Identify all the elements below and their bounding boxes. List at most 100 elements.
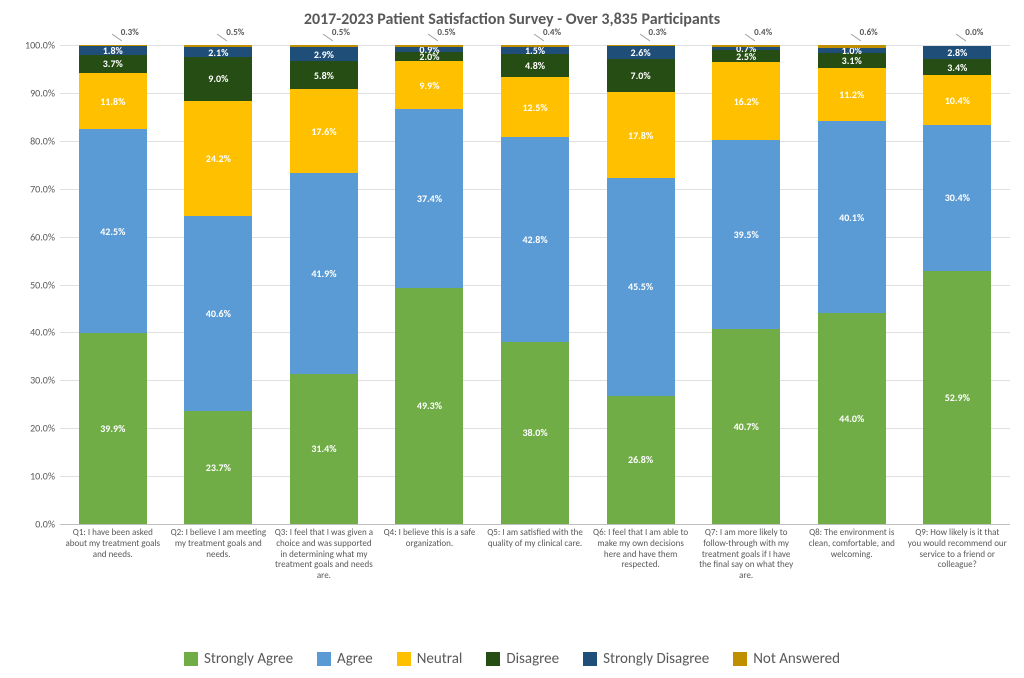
callout-label: 0.5%: [224, 27, 246, 38]
x-tick-label: Q8: The environment is clean, comfortabl…: [799, 528, 905, 582]
bar-slot: 39.9%42.5%11.8%3.7%1.8%0.3%: [60, 45, 166, 524]
bar: 38.0%42.8%12.5%4.8%1.5%: [501, 45, 569, 524]
legend: Strongly Agree Agree Neutral Disagree Strong…: [0, 650, 1024, 668]
legend-swatch: [397, 652, 411, 666]
x-tick-label: Q1: I have been asked about my treatment…: [60, 528, 166, 582]
bar-segment-neutral: 11.2%: [818, 68, 886, 122]
bar: 44.0%40.1%11.2%3.1%1.0%: [818, 45, 886, 524]
segment-value-label: 3.4%: [947, 61, 967, 74]
legend-label: Neutral: [417, 650, 463, 668]
bar-segment-not_answered: [79, 45, 147, 46]
bars-container: 39.9%42.5%11.8%3.7%1.8%0.3%23.7%40.6%24.…: [60, 45, 1010, 524]
segment-value-label: 40.7%: [734, 420, 759, 433]
bar-segment-strongly_agree: 40.7%: [712, 329, 780, 524]
legend-item-disagree: Disagree: [486, 650, 559, 668]
segment-value-label: 52.9%: [945, 391, 970, 404]
segment-value-label: 40.6%: [206, 307, 231, 320]
legend-label: Agree: [337, 650, 373, 668]
segment-value-label: 42.8%: [522, 233, 547, 246]
segment-value-label: 2.8%: [947, 46, 967, 59]
bar: 39.9% 42.5% 11.8% 3.7% 1.8%: [79, 45, 147, 524]
bar-segment-strongly_agree: 44.0%: [818, 313, 886, 524]
bar-segment-neutral: 11.8%: [79, 73, 147, 130]
callout-label: 0.5%: [330, 27, 352, 38]
legend-swatch: [317, 652, 331, 666]
segment-value-label: 49.3%: [417, 399, 442, 412]
y-tick-label: 40.0%: [10, 326, 55, 339]
legend-swatch: [583, 652, 597, 666]
bar-segment-agree: 37.4%: [395, 109, 463, 288]
bar-segment-disagree: 4.8%: [501, 54, 569, 77]
legend-item-not_answered: Not Answered: [733, 650, 840, 668]
callout-label: 0.0%: [963, 27, 985, 38]
bar-slot: 23.7%40.6%24.2%9.0%2.1%0.5%: [166, 45, 272, 524]
segment-value-label: 7.0%: [631, 69, 651, 82]
bar-segment-strongly_agree: 31.4%: [290, 374, 358, 524]
bar: 52.9%30.4%10.4%3.4%2.8%: [923, 45, 991, 524]
bar-slot: 49.3%37.4%9.9%2.0%0.9%0.5%: [377, 45, 483, 524]
x-tick-label: Q6: I feel that I am able to make my own…: [588, 528, 694, 582]
bar-segment-neutral: 12.5%: [501, 77, 569, 137]
bar-slot: 40.7%39.5%16.2%2.5%0.7%0.4%: [693, 45, 799, 524]
plot-area: 0.0%10.0%20.0%30.0%40.0%50.0%60.0%70.0%8…: [60, 45, 1010, 525]
bar-segment-strongly_agree: 39.9%: [79, 333, 147, 524]
x-tick-label: Q9: How likely is it that you would reco…: [905, 528, 1011, 582]
bar-segment-not_answered: [290, 45, 358, 47]
segment-value-label: 17.6%: [311, 125, 336, 138]
legend-swatch: [733, 652, 747, 666]
legend-label: Strongly Disagree: [603, 650, 709, 668]
segment-value-label: 39.5%: [734, 228, 759, 241]
segment-value-label: 42.5%: [100, 225, 125, 238]
bar-segment-not_answered: [818, 45, 886, 48]
chart-title: 2017-2023 Patient Satisfaction Survey - …: [0, 0, 1024, 29]
bar-segment-neutral: 16.2%: [712, 62, 780, 140]
bar-slot: 38.0%42.8%12.5%4.8%1.5%0.4%: [482, 45, 588, 524]
bar-segment-neutral: 24.2%: [184, 101, 252, 217]
segment-value-label: 11.2%: [839, 88, 864, 101]
segment-value-label: 3.7%: [103, 57, 123, 70]
bar-segment-neutral: 10.4%: [923, 75, 991, 125]
bar-slot: 26.8%45.5%17.8%7.0%2.6%0.3%: [588, 45, 694, 524]
y-tick-label: 30.0%: [10, 374, 55, 387]
x-tick-label: Q7: I am more likely to follow-through w…: [693, 528, 799, 582]
segment-value-label: 10.4%: [945, 94, 970, 107]
bar-segment-agree: 40.1%: [818, 121, 886, 313]
segment-value-label: 24.2%: [206, 152, 231, 165]
bar-segment-not_answered: [395, 45, 463, 47]
legend-label: Strongly Agree: [204, 650, 293, 668]
segment-value-label: 5.8%: [314, 69, 334, 82]
bar-segment-agree: 39.5%: [712, 140, 780, 329]
bar-segment-strongly_disagree: 2.8%: [923, 46, 991, 59]
bar: 23.7%40.6%24.2%9.0%2.1%: [184, 45, 252, 524]
bar-segment-not_answered: [712, 45, 780, 47]
segment-value-label: 37.4%: [417, 192, 442, 205]
bar-segment-strongly_disagree: 1.8%: [79, 46, 147, 55]
segment-value-label: 45.5%: [628, 280, 653, 293]
y-tick-label: 0.0%: [10, 518, 55, 531]
legend-label: Disagree: [506, 650, 559, 668]
bar-slot: 52.9%30.4%10.4%3.4%2.8%0.0%: [905, 45, 1011, 524]
bar-segment-not_answered: [501, 45, 569, 47]
segment-value-label: 9.0%: [208, 72, 228, 85]
x-axis-labels: Q1: I have been asked about my treatment…: [60, 528, 1010, 582]
bar-segment-disagree: 3.7%: [79, 55, 147, 73]
segment-value-label: 39.9%: [100, 422, 125, 435]
y-tick-label: 50.0%: [10, 278, 55, 291]
segment-value-label: 12.5%: [522, 101, 547, 114]
y-tick-label: 10.0%: [10, 470, 55, 483]
segment-value-label: 31.4%: [311, 442, 336, 455]
bar: 40.7%39.5%16.2%2.5%0.7%: [712, 45, 780, 524]
bar: 49.3%37.4%9.9%2.0%0.9%: [395, 45, 463, 524]
bar-segment-not_answered: [184, 45, 252, 47]
legend-swatch: [486, 652, 500, 666]
segment-value-label: 17.8%: [628, 129, 653, 142]
segment-value-label: 23.7%: [206, 461, 231, 474]
segment-value-label: 4.8%: [525, 59, 545, 72]
callout-label: 0.3%: [119, 27, 141, 38]
bar: 31.4%41.9%17.6%5.8%2.9%: [290, 45, 358, 524]
y-tick-label: 60.0%: [10, 230, 55, 243]
segment-value-label: 2.9%: [314, 48, 334, 61]
x-tick-label: Q2: I believe I am meeting my treatment …: [166, 528, 272, 582]
segment-value-label: 16.2%: [734, 95, 759, 108]
bar-segment-neutral: 9.9%: [395, 61, 463, 108]
